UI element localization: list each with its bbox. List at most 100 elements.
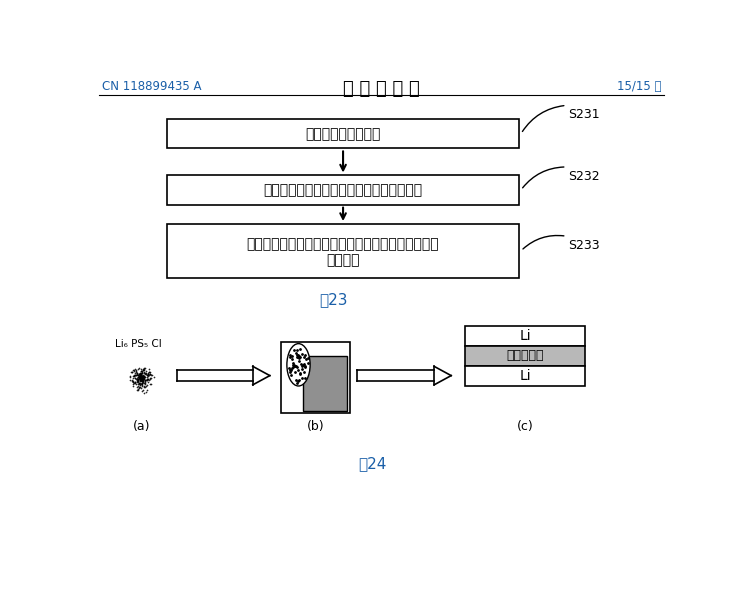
Point (142, 385, 153, 395)
Point (124, 375, 136, 384)
Point (135, 367, 147, 376)
Point (137, 365, 149, 375)
Point (134, 376, 146, 385)
Point (138, 372, 150, 382)
Point (142, 368, 154, 378)
Point (130, 366, 142, 375)
Point (134, 371, 146, 380)
Point (134, 370, 146, 379)
Point (135, 375, 147, 384)
Point (136, 374, 148, 383)
Point (135, 373, 147, 383)
Point (138, 363, 150, 373)
Point (143, 364, 155, 373)
Point (145, 379, 157, 389)
Point (134, 372, 146, 382)
Point (129, 370, 141, 380)
Point (135, 372, 147, 382)
Point (139, 388, 150, 398)
Point (139, 382, 150, 392)
Point (136, 374, 148, 383)
Text: 说 明 书 附 图: 说 明 书 附 图 (343, 80, 419, 98)
Point (136, 373, 148, 383)
Bar (167, 224, 519, 278)
Point (136, 382, 148, 391)
Point (139, 381, 151, 391)
Text: Li: Li (519, 369, 531, 383)
Point (128, 370, 140, 379)
Point (142, 375, 153, 384)
Point (136, 372, 148, 381)
Point (135, 369, 147, 378)
Point (136, 374, 148, 383)
Point (131, 373, 143, 382)
Point (137, 372, 149, 381)
Point (136, 373, 148, 383)
Point (136, 370, 148, 380)
Point (130, 385, 142, 395)
Point (133, 369, 145, 379)
Point (136, 373, 148, 382)
Text: S232: S232 (568, 170, 600, 183)
Point (133, 373, 145, 382)
Point (130, 368, 142, 377)
Point (148, 372, 160, 382)
Text: 利用掺杂硫化物材料形成硫化物固态电解质: 利用掺杂硫化物材料形成硫化物固态电解质 (264, 183, 422, 197)
Point (137, 370, 149, 380)
Point (145, 369, 156, 379)
Point (137, 371, 149, 380)
Point (136, 373, 148, 382)
Point (133, 371, 145, 380)
Point (139, 372, 150, 382)
Point (135, 372, 147, 381)
Point (134, 369, 146, 378)
Point (133, 369, 145, 379)
Text: (b): (b) (307, 421, 324, 434)
Point (134, 370, 146, 380)
Point (132, 364, 144, 373)
Point (139, 366, 150, 375)
Point (126, 367, 138, 376)
Point (137, 372, 149, 381)
Polygon shape (303, 356, 346, 411)
Point (134, 380, 146, 390)
Point (139, 363, 151, 373)
Point (135, 380, 147, 389)
Point (127, 378, 139, 387)
Point (141, 370, 153, 380)
Point (134, 375, 146, 384)
Point (136, 380, 148, 389)
Point (136, 376, 148, 386)
Point (137, 374, 149, 383)
Point (135, 372, 147, 382)
Point (142, 369, 154, 378)
Point (136, 372, 148, 381)
Point (127, 379, 139, 389)
Point (139, 375, 150, 384)
Point (134, 383, 146, 392)
Point (133, 378, 145, 388)
Point (134, 376, 146, 385)
Point (141, 380, 153, 389)
Point (133, 383, 145, 393)
Point (139, 368, 151, 378)
Point (129, 373, 141, 383)
Point (141, 375, 153, 384)
Point (136, 375, 148, 385)
Point (142, 370, 154, 380)
Text: (c): (c) (516, 421, 533, 434)
Point (136, 374, 148, 383)
Point (141, 370, 153, 379)
Point (135, 373, 147, 383)
Point (142, 371, 154, 380)
Point (132, 377, 144, 386)
Point (136, 373, 148, 382)
Point (137, 377, 149, 386)
Point (134, 370, 146, 380)
Point (134, 372, 146, 381)
Text: 形成掺杂硫化物材料: 形成掺杂硫化物材料 (305, 127, 381, 141)
Point (133, 373, 145, 383)
Point (138, 372, 150, 381)
Point (135, 375, 147, 384)
Point (133, 382, 145, 392)
